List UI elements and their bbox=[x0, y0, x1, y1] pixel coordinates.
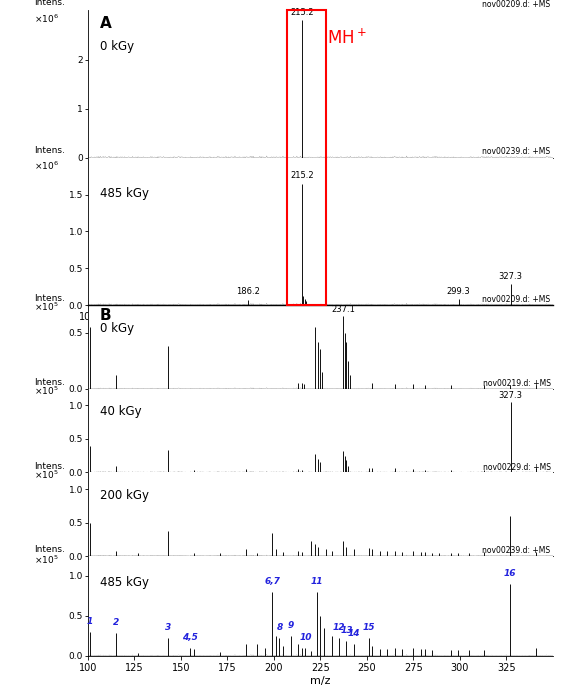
Text: 14: 14 bbox=[348, 629, 360, 638]
Text: ×10$^{6}$: ×10$^{6}$ bbox=[35, 160, 59, 173]
Text: Intens.: Intens. bbox=[35, 545, 65, 554]
X-axis label: m/z: m/z bbox=[310, 675, 331, 686]
Text: 8: 8 bbox=[276, 623, 282, 632]
Text: 12: 12 bbox=[333, 623, 345, 632]
Text: 200 kGy: 200 kGy bbox=[100, 489, 149, 502]
Text: 10: 10 bbox=[299, 633, 312, 642]
Text: nov00239.d: +MS: nov00239.d: +MS bbox=[483, 546, 551, 555]
Text: 4,5: 4,5 bbox=[182, 633, 198, 642]
Text: 186.2: 186.2 bbox=[236, 287, 260, 296]
Text: 3: 3 bbox=[165, 623, 171, 632]
Text: 485 kGy: 485 kGy bbox=[100, 187, 149, 200]
Text: 2: 2 bbox=[113, 618, 119, 627]
Text: 327.3: 327.3 bbox=[498, 272, 523, 281]
Text: Intens.: Intens. bbox=[35, 462, 65, 471]
Text: ×10$^{6}$: ×10$^{6}$ bbox=[35, 12, 59, 25]
Text: nov00209.d: +MS: nov00209.d: +MS bbox=[483, 0, 551, 9]
Text: 237.1: 237.1 bbox=[331, 305, 355, 314]
X-axis label: m/z: m/z bbox=[310, 325, 331, 335]
Text: 0 kGy: 0 kGy bbox=[100, 40, 134, 53]
Text: 15: 15 bbox=[362, 623, 375, 632]
Text: 1: 1 bbox=[87, 617, 93, 626]
Text: B: B bbox=[100, 308, 111, 323]
Text: 6,7: 6,7 bbox=[264, 577, 280, 586]
Text: 299.3: 299.3 bbox=[447, 287, 471, 296]
Text: nov00239.d: +MS: nov00239.d: +MS bbox=[483, 147, 551, 156]
Text: 215.2: 215.2 bbox=[290, 8, 314, 17]
Text: Intens.: Intens. bbox=[35, 378, 65, 387]
Text: nov00219.d: +MS: nov00219.d: +MS bbox=[483, 379, 551, 388]
Text: ×10$^{5}$: ×10$^{5}$ bbox=[35, 554, 59, 566]
Text: ×10$^{5}$: ×10$^{5}$ bbox=[35, 468, 59, 481]
Text: nov00209.d: +MS: nov00209.d: +MS bbox=[483, 295, 551, 304]
Text: nov00229.d: +MS: nov00229.d: +MS bbox=[483, 462, 551, 471]
Text: A: A bbox=[100, 16, 111, 31]
Text: Intens.: Intens. bbox=[35, 294, 65, 303]
Text: 215.2: 215.2 bbox=[290, 171, 314, 180]
Text: ×10$^{5}$: ×10$^{5}$ bbox=[35, 301, 59, 314]
Text: 16: 16 bbox=[504, 569, 517, 578]
Text: 11: 11 bbox=[310, 577, 323, 586]
Text: 40 kGy: 40 kGy bbox=[100, 405, 141, 418]
Text: ×10$^{5}$: ×10$^{5}$ bbox=[35, 384, 59, 397]
Text: Intens.: Intens. bbox=[35, 0, 65, 8]
Text: Intens.: Intens. bbox=[35, 146, 65, 155]
Text: MH$^+$: MH$^+$ bbox=[327, 28, 367, 47]
Text: 9: 9 bbox=[287, 621, 294, 630]
Text: 327.3: 327.3 bbox=[498, 391, 523, 400]
Text: 0 kGy: 0 kGy bbox=[100, 322, 134, 335]
Text: 13: 13 bbox=[340, 627, 353, 636]
Text: 485 kGy: 485 kGy bbox=[100, 576, 149, 589]
